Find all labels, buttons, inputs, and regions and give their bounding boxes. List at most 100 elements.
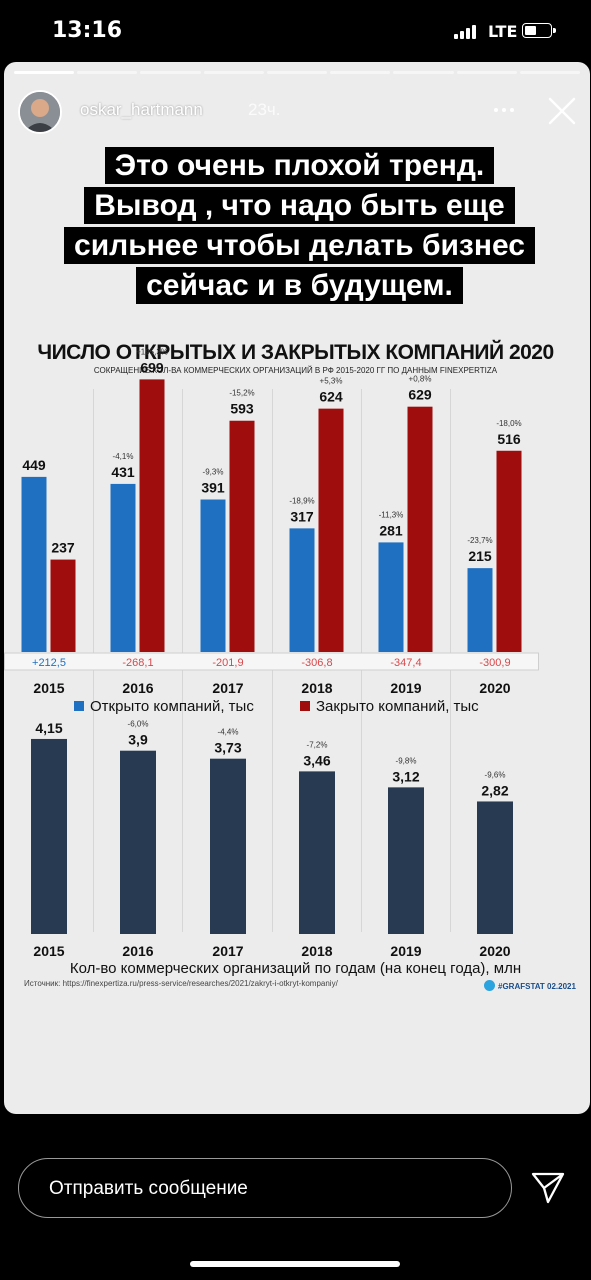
telegram-icon	[484, 980, 495, 991]
opened-bar	[378, 542, 404, 652]
change-label: -15,2%	[229, 389, 254, 398]
story-time-ago: 23ч.	[248, 100, 281, 119]
year-label: 2020	[479, 680, 510, 696]
progress-segment	[330, 71, 391, 74]
net-value: -306,8	[301, 657, 332, 669]
year-label: 2016	[122, 943, 153, 959]
avatar[interactable]	[18, 90, 62, 134]
change-label: +5,3%	[320, 377, 343, 386]
bar-value-label: 4,15	[35, 720, 62, 736]
org-bar	[120, 750, 156, 934]
org-bar	[388, 787, 424, 934]
change-label: +195,3%	[136, 347, 168, 356]
year-label: 2019	[390, 943, 421, 959]
message-input[interactable]: Отправить сообщение	[18, 1158, 512, 1218]
bar-value-label: 3,73	[214, 740, 241, 756]
status-time: 13:16	[52, 18, 123, 43]
progress-segment	[266, 71, 328, 74]
year-label: 2015	[33, 943, 64, 959]
brand-label: #GRAFSTAT 02.2021	[484, 980, 576, 991]
bar-value-label: 3,9	[128, 732, 148, 748]
closed-bar	[318, 408, 344, 652]
close-icon[interactable]	[547, 96, 577, 126]
change-label: -6,0%	[128, 720, 149, 729]
infographic-title: ЧИСЛО ОТКРЫТЫХ И ЗАКРЫТЫХ КОМПАНИЙ 2020	[37, 341, 554, 364]
org-bar	[31, 738, 67, 934]
more-options-icon[interactable]	[494, 108, 514, 112]
send-icon[interactable]	[530, 1171, 566, 1205]
chart2-title: Кол-во коммерческих организаций по годам…	[69, 960, 522, 977]
story-caption-line: Это очень плохой тренд.	[4, 146, 590, 186]
year-label: 2015	[33, 680, 64, 696]
legend-swatch	[74, 701, 84, 711]
story-caption-line: Вывод , что надо быть еще	[4, 186, 590, 226]
progress-segment	[519, 71, 580, 74]
message-placeholder: Отправить сообщение	[49, 1178, 248, 1199]
year-label: 2017	[212, 680, 243, 696]
battery-icon	[522, 23, 556, 38]
bar-value-label: 317	[290, 508, 314, 524]
net-value: -300,9	[479, 657, 510, 669]
bar-value-label: 516	[497, 431, 521, 447]
bar-value-label: 237	[51, 540, 75, 556]
legend-closed: Закрыто компаний, тыс	[300, 698, 479, 715]
opened-bar	[110, 483, 136, 652]
bar-value-label: 391	[201, 480, 225, 496]
story-card[interactable]: oskar_hartmann 23ч. Это очень плохой тре…	[4, 62, 590, 1114]
net-value: +212,5	[32, 657, 66, 669]
bar-value-label: 449	[22, 457, 46, 473]
story-caption-line: сейчас и в будущем.	[4, 266, 590, 306]
progress-segment	[203, 71, 264, 74]
org-bar	[477, 801, 513, 934]
change-label: -4,1%	[113, 452, 134, 461]
charts-svg: 449 431 -4,1% 391 -9,3% 317 -18,9% 281 -11,3% 215…	[4, 347, 539, 959]
closed-bar	[50, 559, 76, 652]
source-text: Источник: https://finexpertiza.ru/press-…	[24, 979, 338, 988]
change-label: -23,7%	[467, 536, 492, 545]
story-username[interactable]: oskar_hartmann	[80, 100, 203, 119]
change-label: -7,2%	[307, 740, 328, 749]
infographic-subtitle: СОКРАЩЕНИЕ КОЛ-ВА КОММЕРЧЕСКИХ ОРГАНИЗАЦ…	[93, 366, 498, 375]
network-type: LTE	[488, 22, 518, 41]
bar-value-label: 215	[468, 548, 492, 564]
story-progress	[14, 71, 580, 74]
change-label: -9,3%	[203, 468, 224, 477]
bar-value-label: 629	[408, 387, 432, 403]
legend-opened: Открыто компаний, тыс	[74, 698, 254, 715]
closed-bar	[496, 450, 522, 652]
bar-value-label: 281	[379, 522, 403, 538]
closed-bar	[139, 379, 165, 652]
net-value: -347,4	[390, 657, 421, 669]
change-label: -4,4%	[218, 728, 239, 737]
progress-segment	[14, 71, 75, 74]
bar-value-label: 593	[230, 401, 254, 417]
change-label: -11,3%	[379, 510, 404, 519]
opened-bar	[200, 499, 226, 652]
closed-bar	[407, 406, 433, 652]
change-label: -18,0%	[496, 419, 521, 428]
bar-value-label: 624	[319, 389, 343, 405]
closed-bar	[229, 420, 255, 652]
bar-value-label: 3,46	[303, 752, 330, 768]
net-value: -268,1	[122, 657, 153, 669]
progress-segment	[140, 71, 201, 74]
bar-value-label: 2,82	[481, 782, 508, 798]
progress-segment	[77, 71, 138, 74]
change-label: -9,6%	[485, 770, 506, 779]
net-value: -201,9	[212, 657, 243, 669]
org-bar	[299, 771, 335, 934]
progress-segment	[456, 71, 517, 74]
opened-bar	[467, 568, 493, 652]
year-label: 2016	[122, 680, 153, 696]
year-label: 2019	[390, 680, 421, 696]
signal-icon	[454, 25, 476, 39]
change-label: -18,9%	[289, 496, 314, 505]
status-bar: 13:16 LTE	[0, 0, 591, 62]
bar-value-label: 3,12	[392, 768, 419, 784]
home-indicator	[190, 1261, 400, 1267]
year-label: 2020	[479, 943, 510, 959]
year-label: 2018	[301, 943, 332, 959]
change-label: -9,8%	[396, 756, 417, 765]
change-label: +0,8%	[409, 375, 432, 384]
year-label: 2018	[301, 680, 332, 696]
